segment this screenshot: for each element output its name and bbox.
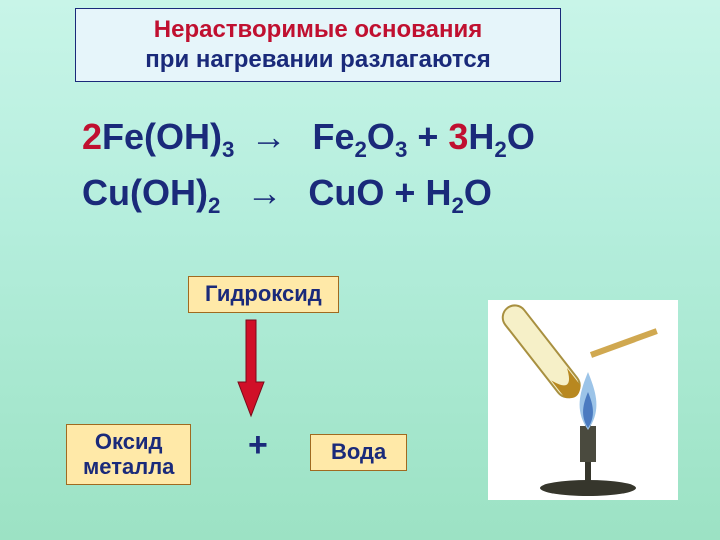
label-oxide-line2: металла — [83, 455, 174, 480]
eq1-rhs-a-sub1: 2 — [355, 137, 367, 162]
label-oxide-line1: Оксид — [83, 430, 174, 455]
equation-1: 2Fe(OH)3 → Fe2O3 + 3H2O — [82, 116, 660, 158]
eq2-plus: + — [384, 172, 425, 213]
equation-2: Cu(OH)2 → CuO + H2O — [82, 172, 660, 214]
products-plus: + — [248, 426, 268, 465]
eq2-rhs-b-1: H — [425, 172, 451, 213]
label-water: Вода — [310, 434, 407, 471]
eq2-rhs-a: CuO — [308, 172, 384, 213]
eq1-rhs-a-sub2: 3 — [395, 137, 407, 162]
eq1-rhs-b-coef: 3 — [448, 116, 468, 157]
eq2-lhs-formula: Cu(OH) — [82, 172, 208, 213]
eq1-rhs-b-1: H — [468, 116, 494, 157]
title-box: Нерастворимые основания при нагревании р… — [75, 8, 561, 82]
eq1-rhs-a-2: O — [367, 116, 395, 157]
eq2-lhs-sub: 2 — [208, 193, 220, 218]
title-line-2: при нагревании разлагаются — [88, 45, 548, 75]
heating-apparatus-illustration — [488, 300, 678, 500]
label-metal-oxide: Оксид металла — [66, 424, 191, 485]
eq1-arrow: → — [244, 116, 292, 158]
label-hydroxide: Гидроксид — [188, 276, 339, 313]
eq1-lhs-formula: Fe(OH) — [102, 116, 222, 157]
eq1-rhs-a-1: Fe — [312, 116, 354, 157]
eq2-rhs-b-2: O — [464, 172, 492, 213]
apparatus-svg — [488, 300, 678, 500]
eq2-rhs-b-sub1: 2 — [451, 193, 463, 218]
label-water-text: Вода — [331, 439, 386, 464]
equations-block: 2Fe(OH)3 → Fe2O3 + 3H2O Cu(OH)2 → CuO + … — [82, 116, 660, 228]
eq1-plus: + — [407, 116, 448, 157]
label-hydroxide-text: Гидроксид — [205, 281, 322, 306]
eq1-lhs-coef: 2 — [82, 116, 102, 157]
eq1-rhs-b-sub1: 2 — [494, 137, 506, 162]
eq2-arrow: → — [240, 172, 288, 214]
eq1-rhs-b-2: O — [507, 116, 535, 157]
eq1-lhs-sub: 3 — [222, 137, 234, 162]
title-line-1: Нерастворимые основания — [88, 15, 548, 45]
decomposition-arrow-icon — [237, 318, 265, 418]
